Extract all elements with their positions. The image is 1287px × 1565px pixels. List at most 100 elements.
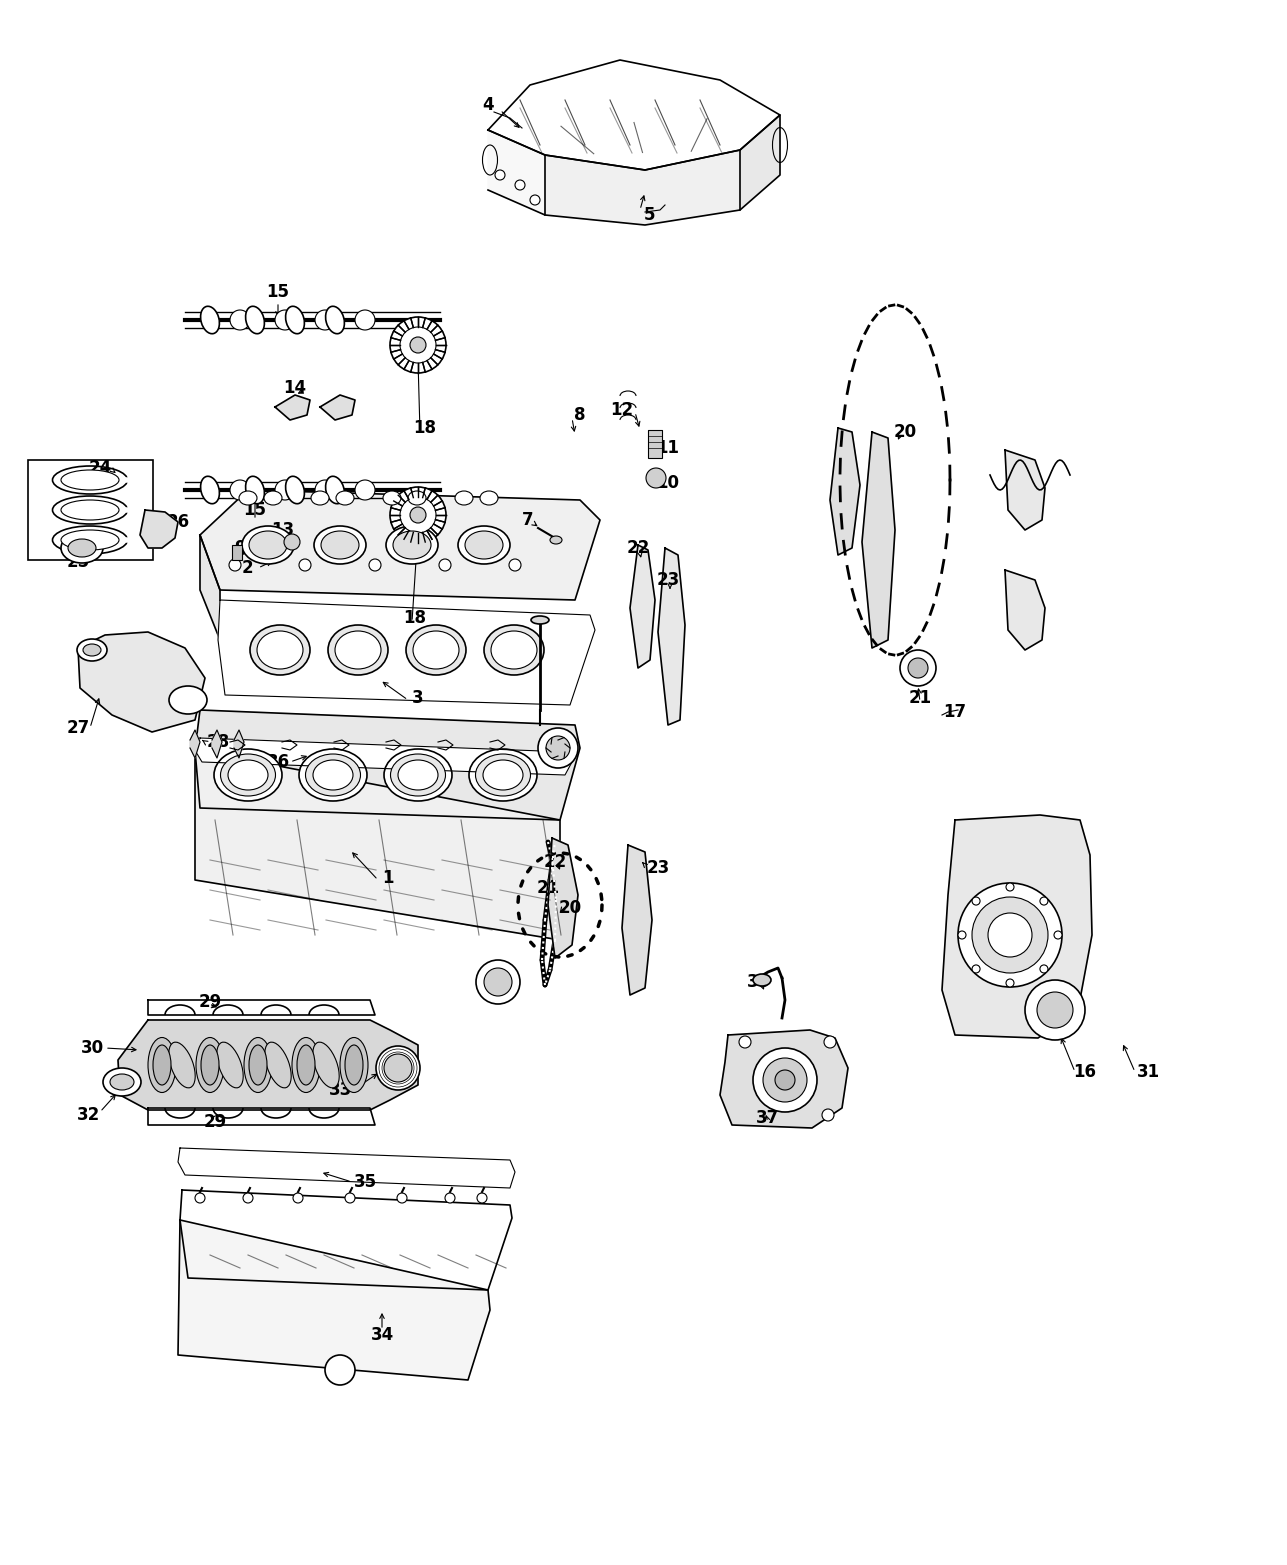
Polygon shape	[234, 729, 245, 757]
Circle shape	[538, 728, 578, 768]
Circle shape	[1024, 980, 1085, 1041]
Circle shape	[243, 1193, 254, 1203]
Polygon shape	[190, 729, 199, 757]
Ellipse shape	[305, 754, 360, 797]
Polygon shape	[622, 845, 653, 995]
Circle shape	[315, 310, 335, 330]
Ellipse shape	[60, 534, 103, 563]
Circle shape	[972, 897, 1048, 973]
Circle shape	[384, 1053, 412, 1081]
Text: 33: 33	[328, 1081, 351, 1099]
Polygon shape	[320, 394, 355, 419]
Text: 30: 30	[81, 1039, 103, 1056]
Ellipse shape	[492, 631, 537, 668]
Polygon shape	[79, 632, 205, 732]
Circle shape	[753, 1049, 817, 1113]
Ellipse shape	[286, 307, 305, 333]
Text: 35: 35	[354, 1174, 377, 1191]
Text: 31: 31	[1136, 1063, 1160, 1081]
Ellipse shape	[484, 624, 544, 675]
Circle shape	[376, 1045, 420, 1089]
Ellipse shape	[335, 631, 381, 668]
Circle shape	[476, 959, 520, 1005]
Ellipse shape	[153, 1045, 171, 1085]
Ellipse shape	[169, 1042, 196, 1088]
Ellipse shape	[77, 639, 107, 660]
Text: 23: 23	[646, 859, 669, 876]
Text: 16: 16	[1073, 1063, 1097, 1081]
Ellipse shape	[458, 526, 510, 563]
Circle shape	[822, 1110, 834, 1121]
Circle shape	[400, 498, 436, 534]
Text: 8: 8	[574, 405, 586, 424]
Polygon shape	[548, 837, 578, 958]
Polygon shape	[178, 1221, 490, 1380]
Ellipse shape	[228, 761, 268, 790]
Polygon shape	[196, 739, 571, 775]
Polygon shape	[658, 548, 685, 725]
Ellipse shape	[299, 750, 367, 801]
Ellipse shape	[326, 307, 345, 333]
Bar	[232, 545, 242, 560]
Polygon shape	[148, 1000, 375, 1016]
Text: 22: 22	[543, 853, 566, 872]
Polygon shape	[199, 535, 220, 640]
Ellipse shape	[246, 307, 264, 333]
Polygon shape	[180, 1189, 512, 1290]
Text: 29: 29	[198, 994, 221, 1011]
Circle shape	[390, 318, 447, 372]
Circle shape	[355, 310, 375, 330]
Text: 20: 20	[893, 423, 916, 441]
Ellipse shape	[60, 470, 118, 490]
Polygon shape	[148, 1108, 375, 1125]
Ellipse shape	[480, 491, 498, 505]
Text: 20: 20	[559, 898, 582, 917]
Ellipse shape	[245, 1038, 272, 1092]
Text: 21: 21	[537, 880, 560, 897]
Text: 24: 24	[89, 459, 112, 477]
Ellipse shape	[103, 1067, 142, 1096]
Polygon shape	[1005, 451, 1045, 531]
Ellipse shape	[82, 645, 100, 656]
Ellipse shape	[532, 617, 550, 624]
Circle shape	[196, 1193, 205, 1203]
Polygon shape	[140, 510, 178, 548]
Bar	[28, 460, 153, 560]
Ellipse shape	[264, 491, 282, 505]
Text: 14: 14	[283, 379, 306, 398]
Polygon shape	[196, 711, 580, 820]
Text: 28: 28	[206, 732, 229, 751]
Polygon shape	[275, 394, 310, 419]
Ellipse shape	[250, 624, 310, 675]
Text: 9: 9	[234, 538, 246, 557]
Circle shape	[1040, 966, 1048, 973]
Text: 5: 5	[645, 207, 656, 224]
Circle shape	[1006, 980, 1014, 988]
Circle shape	[293, 1193, 302, 1203]
Text: 38: 38	[746, 973, 770, 991]
Ellipse shape	[214, 750, 282, 801]
Circle shape	[1037, 992, 1073, 1028]
Polygon shape	[862, 432, 894, 648]
Ellipse shape	[328, 624, 387, 675]
Polygon shape	[544, 150, 740, 225]
Ellipse shape	[326, 476, 345, 504]
Ellipse shape	[314, 526, 366, 563]
Text: 37: 37	[757, 1110, 780, 1127]
Polygon shape	[1005, 570, 1045, 649]
Polygon shape	[740, 114, 780, 210]
Text: 11: 11	[656, 440, 680, 457]
Polygon shape	[218, 599, 595, 704]
Circle shape	[988, 912, 1032, 958]
Ellipse shape	[753, 973, 771, 986]
Circle shape	[508, 559, 521, 571]
Circle shape	[515, 180, 525, 189]
Ellipse shape	[201, 476, 219, 504]
Ellipse shape	[201, 1045, 219, 1085]
Ellipse shape	[292, 1038, 320, 1092]
Ellipse shape	[265, 1042, 291, 1088]
Circle shape	[390, 487, 447, 543]
Polygon shape	[118, 1020, 418, 1110]
Text: 19: 19	[548, 743, 571, 761]
Circle shape	[972, 897, 981, 905]
